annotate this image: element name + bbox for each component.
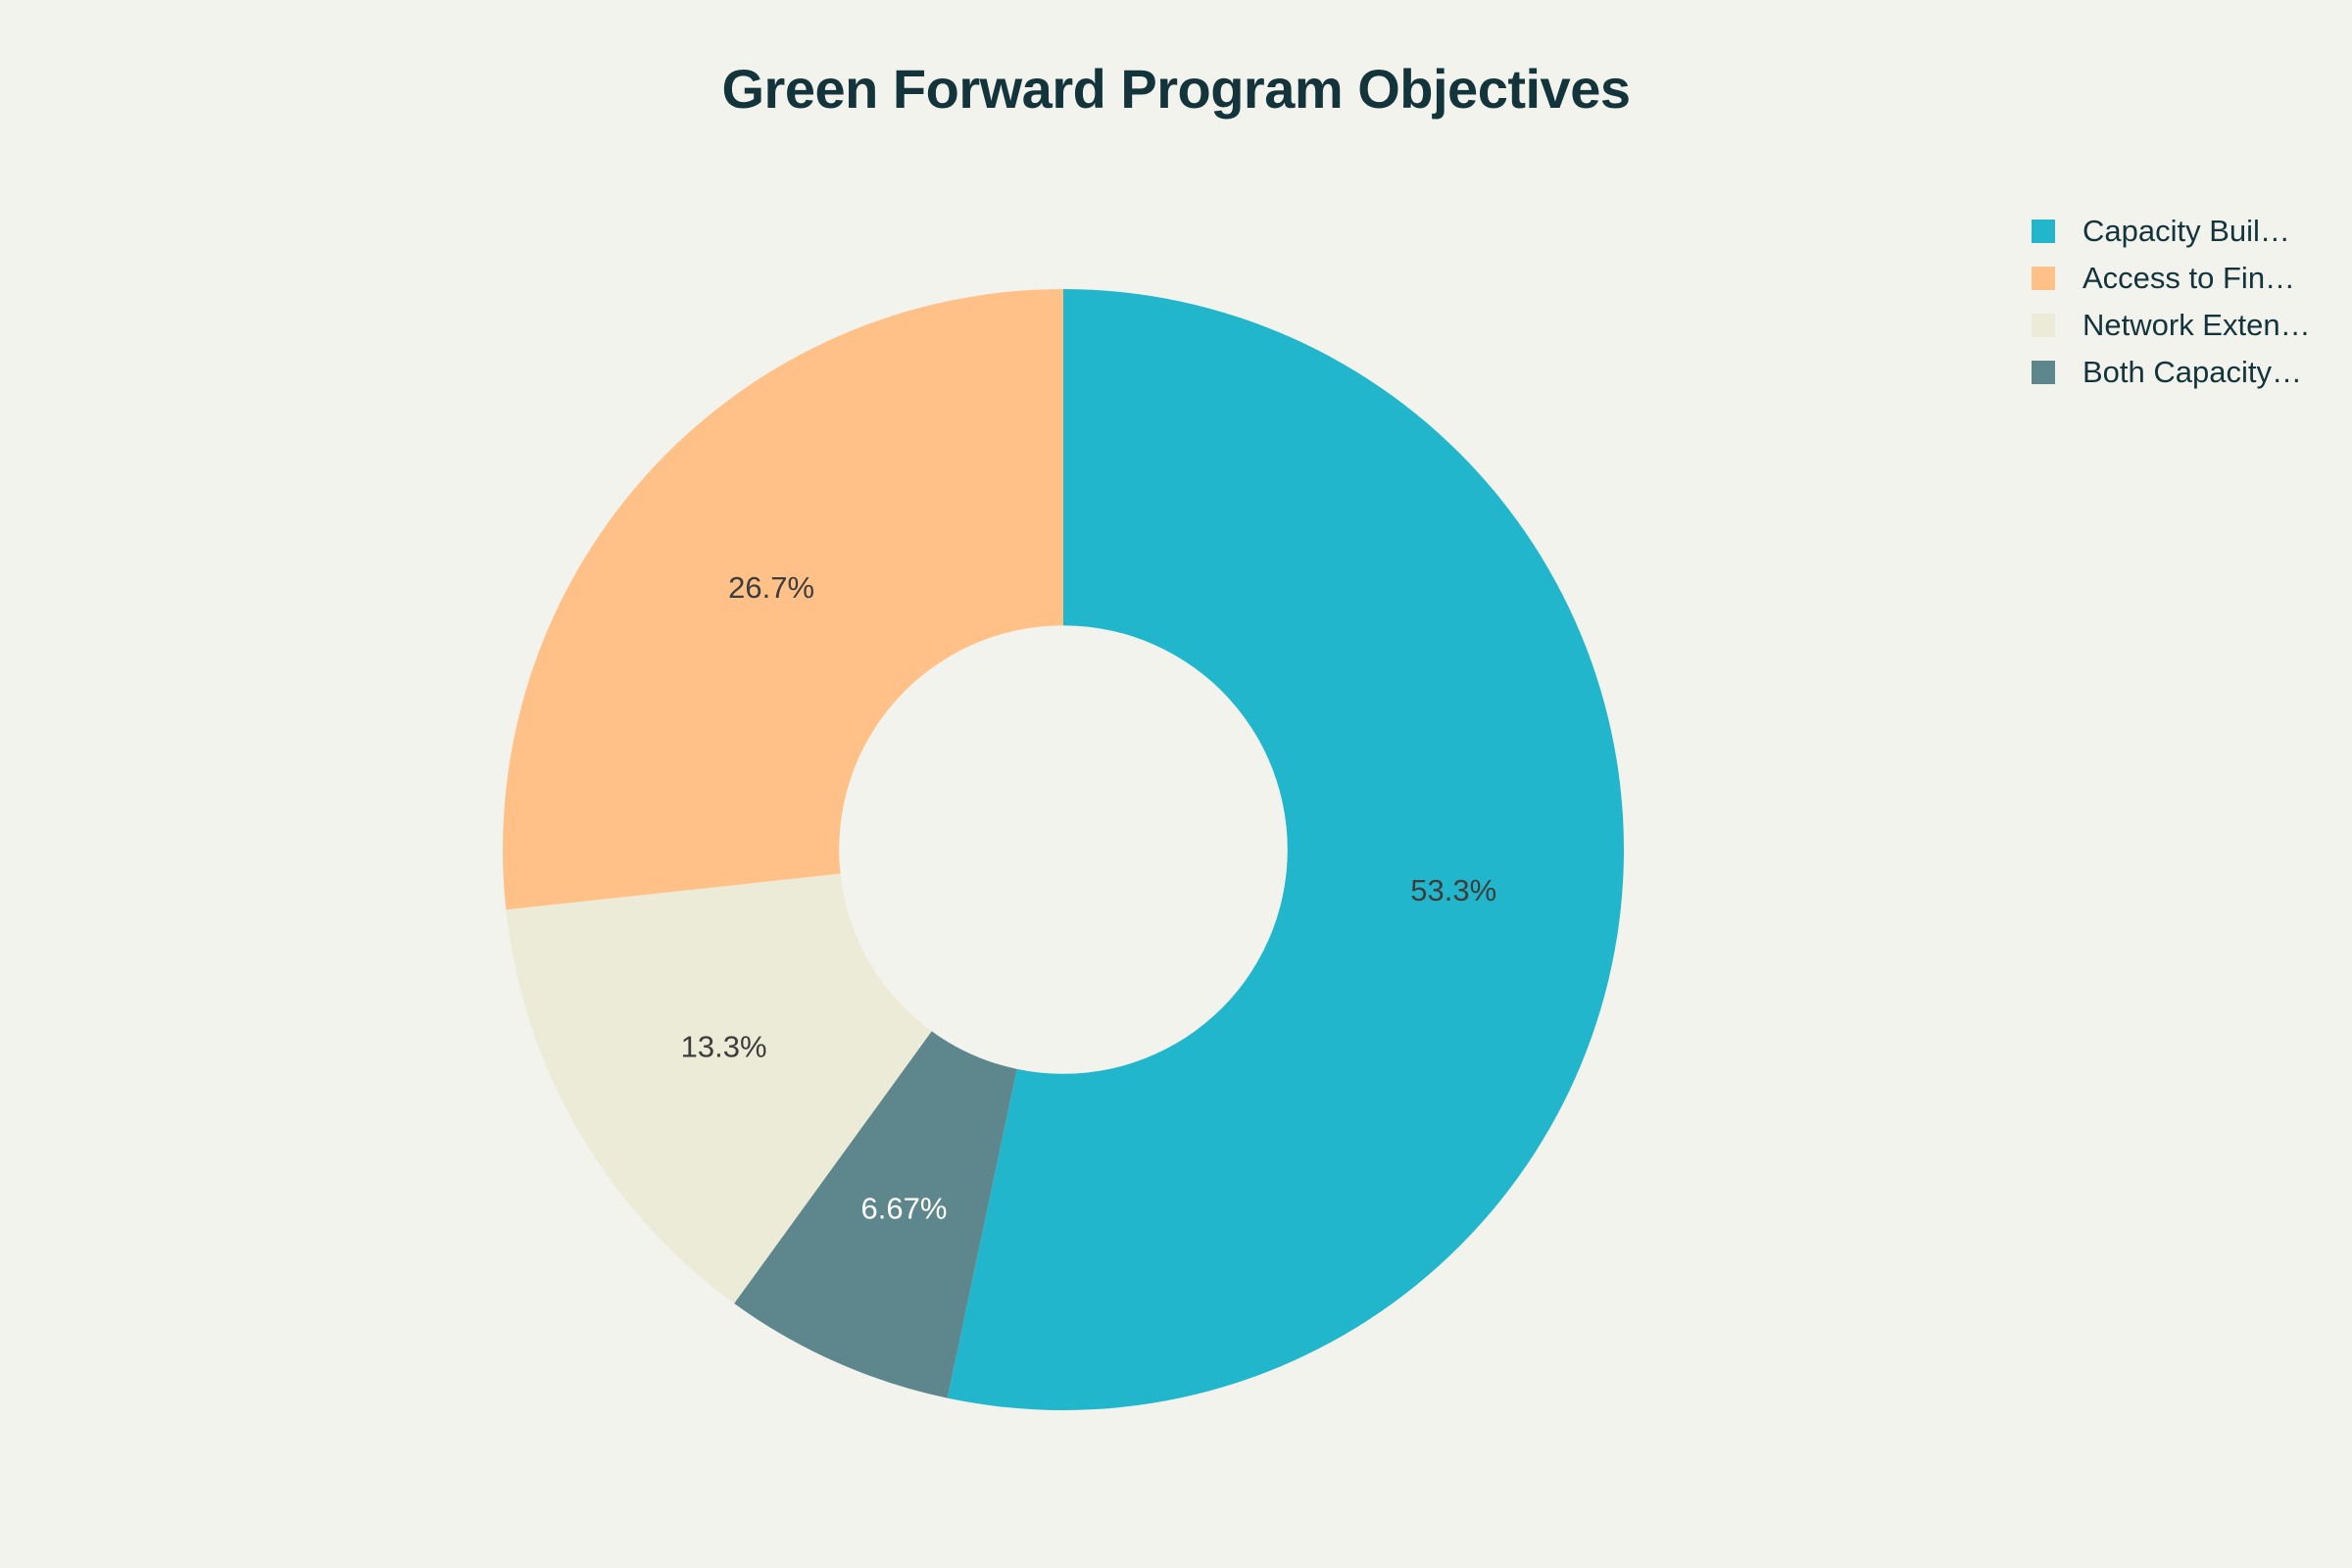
legend-swatch [2032,314,2055,337]
legend-item-2[interactable]: Access to Fin… [2032,255,2345,302]
donut-slice-1 [947,289,1625,1411]
legend-label: Network Exten… [2082,308,2311,342]
slice-label-1: 53.3% [1410,873,1496,907]
donut-slice-3 [506,873,932,1304]
legend-item-4[interactable]: Both Capacity… [2032,349,2345,396]
donut-slice-labels: 53.3% 6.67% 13.3% 26.7% [681,570,1497,1225]
legend-swatch [2032,220,2055,243]
legend-swatch [2032,267,2055,290]
slice-label-2: 6.67% [861,1191,948,1225]
slice-label-3: 13.3% [681,1029,767,1063]
legend-label: Access to Fin… [2082,261,2296,295]
slice-label-4: 26.7% [728,570,814,605]
legend-label: Both Capacity… [2082,355,2302,389]
legend-label: Capacity Buil… [2082,214,2290,248]
legend-item-3[interactable]: Network Exten… [2032,302,2345,349]
legend-item-1[interactable]: Capacity Buil… [2032,208,2345,255]
donut-slices [503,289,1625,1411]
donut-slice-4 [503,289,1063,910]
legend-swatch [2032,361,2055,384]
donut-slice-2 [734,1031,1017,1398]
chart-title: Green Forward Program Objectives [721,58,1631,120]
legend: Capacity Buil… Access to Fin… Network Exte… [2032,208,2345,396]
